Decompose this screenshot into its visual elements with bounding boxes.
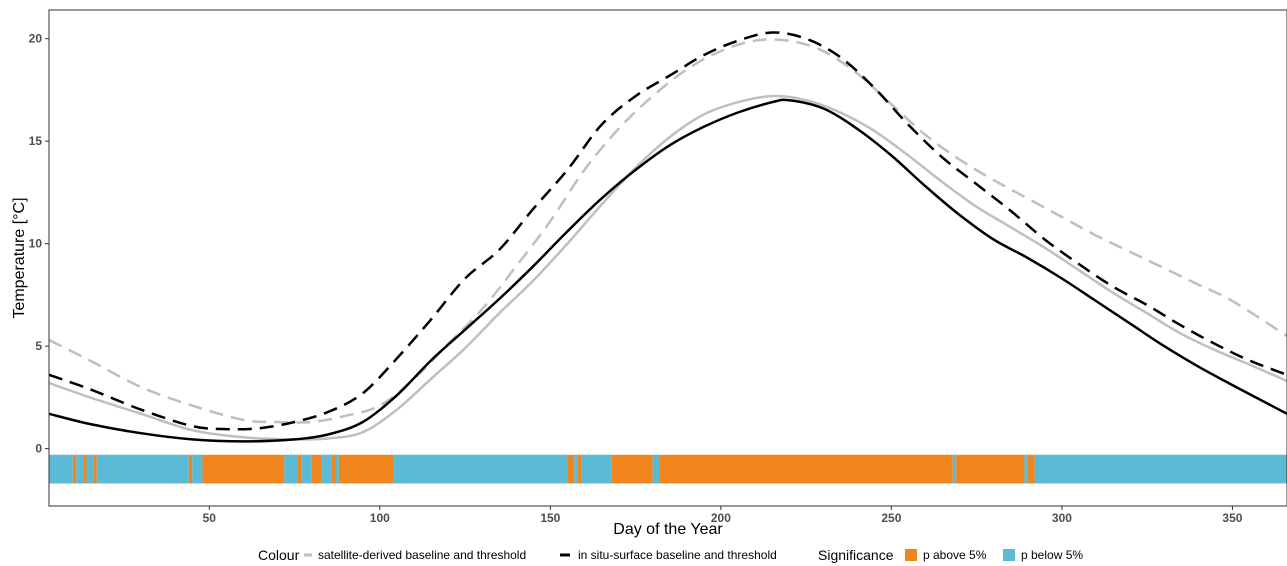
significance-segment-above (956, 454, 1025, 484)
y-axis-title: Temperature [°C] (11, 197, 28, 318)
x-axis-title: Day of the Year (613, 521, 723, 538)
significance-segment-above (338, 454, 394, 484)
significance-segment-below (652, 454, 660, 484)
x-axis: 50 100 150 200 250 300 350 (203, 506, 1243, 525)
legend-label-insitu: in situ-surface baseline and threshold (578, 548, 777, 562)
significance-segment-below (321, 454, 333, 484)
y-tick-label: 15 (29, 134, 43, 148)
legend-label-below: p below 5% (1021, 548, 1083, 562)
legend: Colour satellite-derived baseline and th… (258, 547, 1083, 563)
y-tick-label: 5 (35, 339, 42, 353)
significance-segment-above (72, 454, 77, 484)
x-tick-label: 100 (370, 511, 390, 525)
series-line-satellite-baseline (48, 94, 1287, 441)
significance-segment-below (574, 454, 578, 484)
x-tick-label: 350 (1222, 511, 1242, 525)
significance-segment-below (1024, 454, 1028, 484)
significance-bar (49, 454, 1287, 484)
legend-key-below (1003, 549, 1015, 561)
significance-segment-above (311, 454, 322, 484)
y-tick-label: 0 (35, 442, 42, 456)
significance-segment-above (297, 454, 302, 484)
x-tick-label: 250 (881, 511, 901, 525)
y-axis: 0 5 10 15 20 (29, 32, 49, 456)
series-line-insitu-baseline (48, 98, 1287, 443)
significance-segment-above (659, 454, 953, 484)
significance-segment-below (335, 454, 339, 484)
significance-segment-below (284, 454, 298, 484)
plot-panel-border (48, 9, 1287, 507)
x-tick-label: 150 (540, 511, 560, 525)
significance-segment-below (96, 454, 189, 484)
significance-segment-above (83, 454, 87, 484)
significance-segment-below (49, 454, 73, 484)
x-tick-label: 200 (711, 511, 731, 525)
significance-segment-below (1034, 454, 1287, 484)
legend-label-satellite: satellite-derived baseline and threshold (318, 548, 526, 562)
series-lines (48, 31, 1287, 443)
x-tick-label: 300 (1052, 511, 1072, 525)
y-tick-label: 10 (29, 237, 43, 251)
significance-segment-above (332, 454, 336, 484)
y-tick-label: 20 (29, 32, 43, 46)
significance-segment-above (577, 454, 582, 484)
significance-segment-above (202, 454, 285, 484)
significance-segment-below (86, 454, 94, 484)
significance-segment-below (952, 454, 957, 484)
significance-segment-below (76, 454, 84, 484)
legend-significance-title: Significance (818, 547, 894, 563)
significance-segment-below (301, 454, 312, 484)
significance-segment-above (93, 454, 97, 484)
significance-segment-below (192, 454, 203, 484)
significance-segment-above (1027, 454, 1035, 484)
significance-segment-above (611, 454, 653, 484)
legend-key-above (905, 549, 917, 561)
significance-segment-above (567, 454, 575, 484)
significance-segment-below (393, 454, 568, 484)
significance-segment-above (188, 454, 193, 484)
significance-segment-below (581, 454, 612, 484)
series-line-satellite-threshold (48, 38, 1287, 424)
series-line-insitu-threshold (48, 31, 1287, 431)
x-tick-label: 50 (203, 511, 217, 525)
legend-colour-title: Colour (258, 547, 300, 563)
legend-label-above: p above 5% (923, 548, 987, 562)
